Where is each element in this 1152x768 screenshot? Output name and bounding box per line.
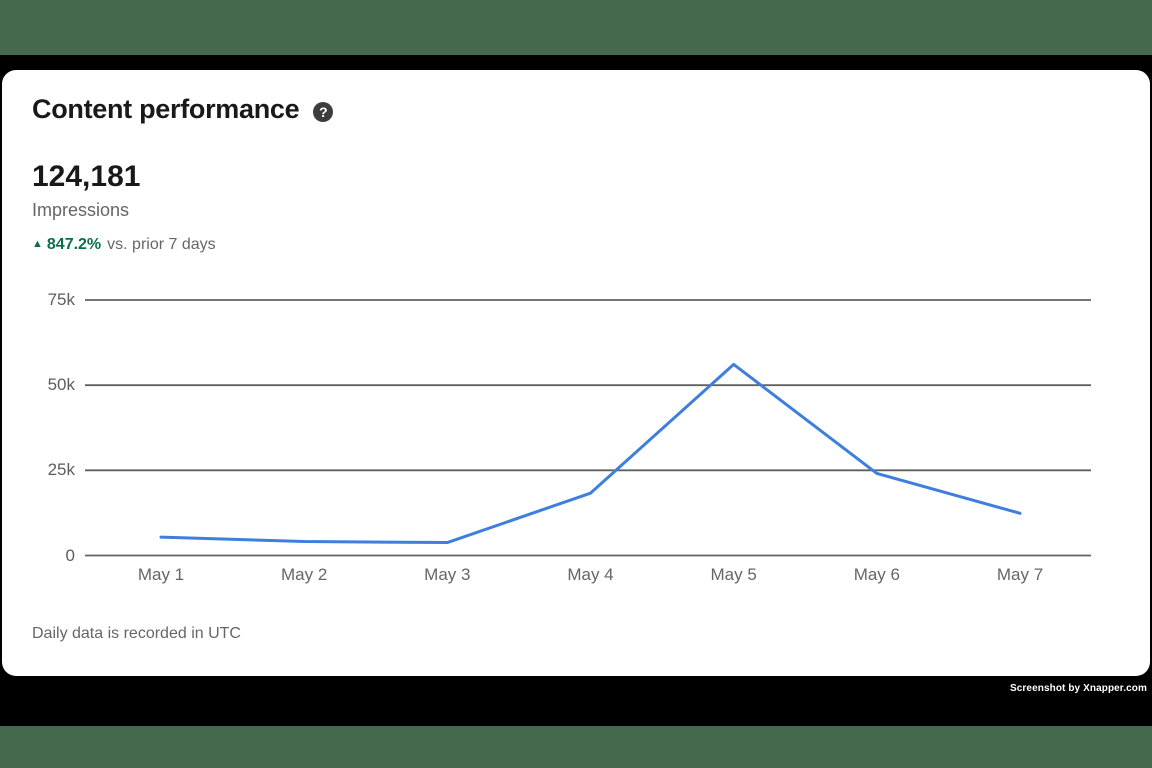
- card-header: Content performance ?: [32, 94, 334, 125]
- x-axis-label: May 7: [996, 565, 1044, 584]
- trend-percent: 847.2%: [46, 236, 102, 253]
- x-axis-label: May 4: [567, 565, 614, 584]
- y-axis-label: 75k: [47, 290, 75, 309]
- content-performance-card: Content performance ? 124,181 Impression…: [2, 70, 1150, 676]
- trend-up-icon: ▲: [32, 238, 43, 250]
- screenshot-frame: Content performance ? 124,181 Impression…: [0, 55, 1152, 726]
- y-axis: 75k 50k 25k 0: [2, 290, 75, 565]
- x-axis-label: May 1: [137, 565, 185, 584]
- x-axis-label: May 5: [710, 565, 757, 584]
- x-axis-label: May 2: [281, 565, 328, 584]
- help-icon[interactable]: ?: [313, 101, 334, 122]
- page-title: Content performance: [32, 94, 300, 124]
- x-axis-label: May 3: [424, 565, 471, 584]
- impressions-line: [159, 362, 1022, 545]
- y-axis-label: 50k: [47, 375, 75, 395]
- trend-comparison-label: vs. prior 7 days: [107, 236, 216, 253]
- footer-note: Daily data is recorded in UTC: [32, 625, 241, 642]
- watermark: Screenshot by Xnapper.com: [1010, 683, 1147, 694]
- impressions-line-chart[interactable]: [85, 290, 1091, 560]
- impressions-metric-label: Impressions: [32, 200, 130, 220]
- trend-indicator: ▲ 847.2% vs. prior 7 days: [32, 236, 216, 254]
- y-axis-label: 25k: [47, 460, 75, 480]
- x-axis: May 1 May 2 May 3 May 4 May 5 May 6 May 7: [85, 564, 1091, 588]
- y-axis-label: 0: [65, 545, 75, 565]
- x-axis-label: May 6: [853, 565, 900, 584]
- impressions-total-value: 124,181: [32, 160, 141, 193]
